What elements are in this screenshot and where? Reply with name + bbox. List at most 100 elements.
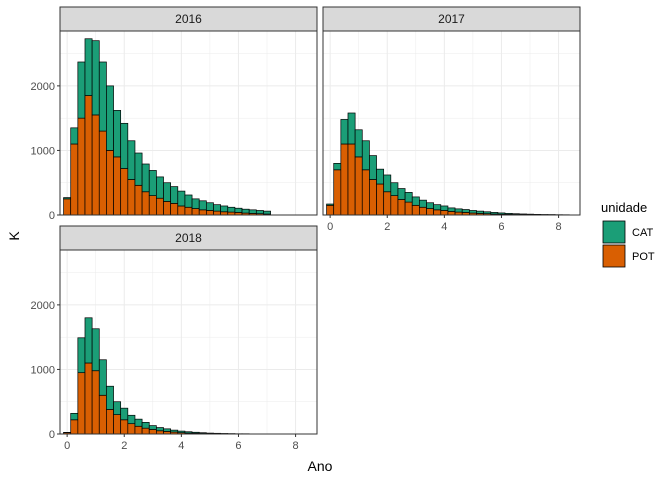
- bar-pot: [113, 156, 122, 216]
- bar-cat: [340, 119, 349, 145]
- bar-cat: [490, 212, 499, 215]
- bar-pot: [361, 169, 370, 216]
- y-tick-label: 0: [49, 429, 55, 441]
- bar-cat: [198, 200, 207, 211]
- bar-cat: [454, 208, 463, 213]
- bar-pot: [390, 195, 399, 216]
- bar-cat: [411, 196, 420, 206]
- legend-label-cat: CAT: [632, 227, 653, 239]
- bar-cat: [148, 425, 157, 430]
- bar-cat: [127, 414, 136, 425]
- bar-pot: [63, 198, 72, 216]
- bar-cat: [191, 198, 200, 209]
- bar-pot: [376, 183, 385, 216]
- bar-pot: [84, 362, 93, 435]
- bar-pot: [106, 409, 114, 435]
- bar-cat: [163, 182, 172, 202]
- bar-pot: [120, 419, 129, 435]
- bar-pot: [326, 204, 335, 216]
- x-tick-label: 2: [384, 221, 390, 233]
- y-tick-label: 1000: [31, 364, 55, 376]
- legend-label-pot: POT: [632, 251, 655, 263]
- bar-cat: [177, 430, 186, 434]
- bar-cat: [369, 155, 377, 180]
- bar-pot: [113, 414, 122, 435]
- panel-2017: 2017 0 2 4 6 8: [322, 6, 581, 233]
- bar-cat: [148, 170, 157, 196]
- bar-cat: [91, 328, 100, 372]
- bar-pot: [184, 206, 193, 216]
- bar-pot: [340, 143, 349, 216]
- y-tick-label: 2000: [31, 300, 55, 312]
- x-tick-label: 6: [498, 221, 504, 233]
- bar-pot: [134, 184, 143, 216]
- bar-cat: [77, 337, 86, 374]
- bar-cat: [191, 431, 200, 434]
- bar-pot: [411, 204, 420, 216]
- bar-cat: [255, 210, 264, 215]
- bar-cat: [120, 122, 129, 169]
- bar-pot: [440, 210, 449, 216]
- bar-cat: [120, 407, 129, 421]
- bar-cat: [134, 152, 143, 186]
- bar-pot: [91, 114, 100, 216]
- panel-border: [322, 30, 581, 216]
- bar-pot: [404, 201, 413, 216]
- bar-pot: [91, 370, 100, 435]
- bar-cat: [433, 204, 442, 211]
- bar-cat: [170, 429, 179, 433]
- bar-cat: [84, 317, 93, 364]
- bar-pot: [205, 210, 214, 216]
- bar-cat: [70, 412, 79, 421]
- bar-cat: [383, 174, 392, 193]
- bar-cat: [205, 202, 214, 211]
- bar-pot: [141, 191, 150, 216]
- bar-pot: [134, 425, 143, 435]
- x-tick-label: 0: [64, 440, 70, 452]
- y-tick-label: 1000: [31, 145, 55, 157]
- bar-pot: [127, 179, 136, 216]
- bar-cat: [156, 427, 164, 432]
- bar-cat: [141, 422, 150, 429]
- bar-cat: [376, 168, 385, 185]
- bar-cat: [426, 202, 435, 209]
- strip-background: [59, 6, 318, 32]
- strip-label: 2018: [175, 231, 202, 245]
- bar-cat: [461, 209, 470, 213]
- bar-cat: [177, 190, 186, 207]
- bar-pot: [177, 205, 186, 216]
- bar-cat: [497, 212, 506, 215]
- bar-cat: [390, 182, 399, 196]
- y-tick-label: 2000: [31, 81, 55, 93]
- panel-2016: 2016 0 1000 2000: [31, 6, 318, 222]
- bar-cat: [248, 209, 257, 214]
- bar-cat: [91, 40, 100, 116]
- plot-area: 0 1000 2000 0 2 4 6 8: [31, 249, 318, 452]
- bar-cat: [419, 199, 427, 208]
- bar-pot: [148, 195, 157, 216]
- bar-cat: [326, 203, 335, 206]
- bar-cat: [404, 192, 413, 203]
- y-tick-label: 0: [49, 210, 55, 222]
- bar-cat: [127, 140, 136, 180]
- bar-pot: [120, 168, 129, 216]
- bar-cat: [134, 418, 143, 427]
- bar-pot: [397, 199, 406, 216]
- bar-pot: [70, 143, 79, 216]
- bar-cat: [504, 213, 513, 215]
- bar-cat: [77, 61, 86, 119]
- bar-cat: [361, 140, 370, 171]
- bar-cat: [141, 163, 150, 193]
- bar-pot: [141, 427, 150, 435]
- x-tick-label: 2: [121, 440, 127, 452]
- bar-cat: [511, 213, 520, 215]
- bar-cat: [347, 112, 356, 145]
- bar-cat: [227, 206, 236, 213]
- bar-cat: [113, 110, 122, 158]
- x-tick-label: 4: [441, 221, 447, 233]
- bar-cat: [184, 431, 193, 434]
- bar-cat: [156, 176, 164, 199]
- legend: unidade CAT POT: [601, 200, 655, 268]
- bar-cat: [241, 208, 250, 214]
- bar-pot: [77, 372, 86, 435]
